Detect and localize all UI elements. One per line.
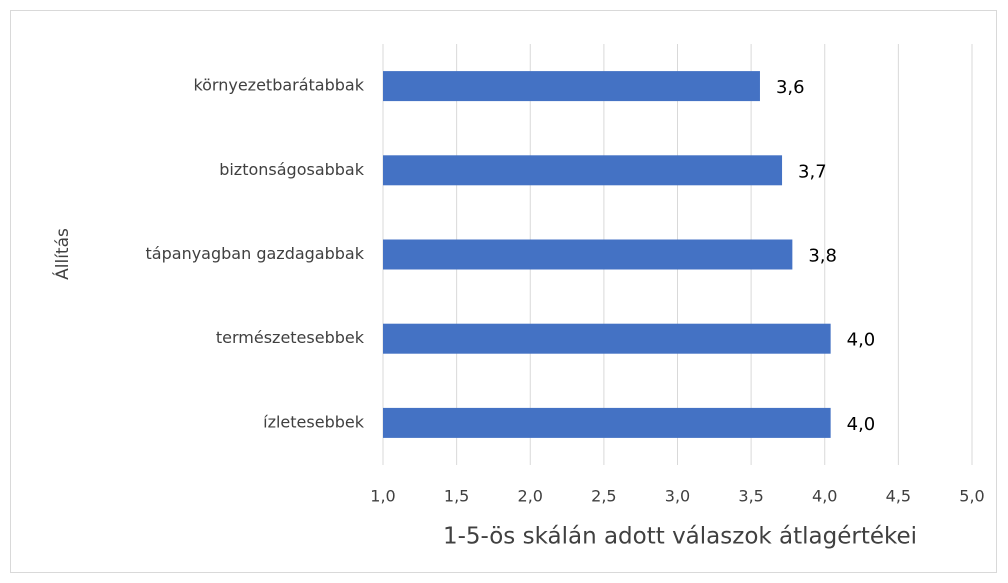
y-tick-label: biztonságosabbak <box>219 160 365 179</box>
y-tick-label: tápanyagban gazdagabbak <box>146 244 365 263</box>
x-tick-label: 3,5 <box>738 487 763 506</box>
y-tick-label: ízletesebbek <box>263 412 365 431</box>
value-label: 3,7 <box>798 161 827 182</box>
x-tick-label: 2,0 <box>518 487 543 506</box>
value-label: 4,0 <box>847 414 876 435</box>
y-axis-title: Állítás <box>51 228 73 280</box>
x-tick-label: 4,5 <box>886 487 911 506</box>
y-tick-label: környezetbarátabbak <box>193 76 364 95</box>
bar <box>383 155 783 186</box>
x-tick-label: 2,5 <box>591 487 616 506</box>
value-label: 3,6 <box>776 77 805 98</box>
bar <box>383 323 831 354</box>
value-label: 4,0 <box>847 330 876 351</box>
value-label: 3,8 <box>808 246 837 267</box>
bar <box>383 71 760 102</box>
x-tick-label: 3,0 <box>665 487 690 506</box>
x-axis-title: 1-5-ös skálán adott válaszok átlagértéke… <box>443 524 917 550</box>
x-tick-label: 1,0 <box>370 487 395 506</box>
bar <box>383 239 793 270</box>
chart-border <box>10 10 997 573</box>
x-tick-label: 1,5 <box>444 487 469 506</box>
x-tick-label: 5,0 <box>959 487 984 506</box>
y-tick-label: természetesebbek <box>216 328 365 347</box>
bar <box>383 407 831 438</box>
x-tick-label: 4,0 <box>812 487 837 506</box>
